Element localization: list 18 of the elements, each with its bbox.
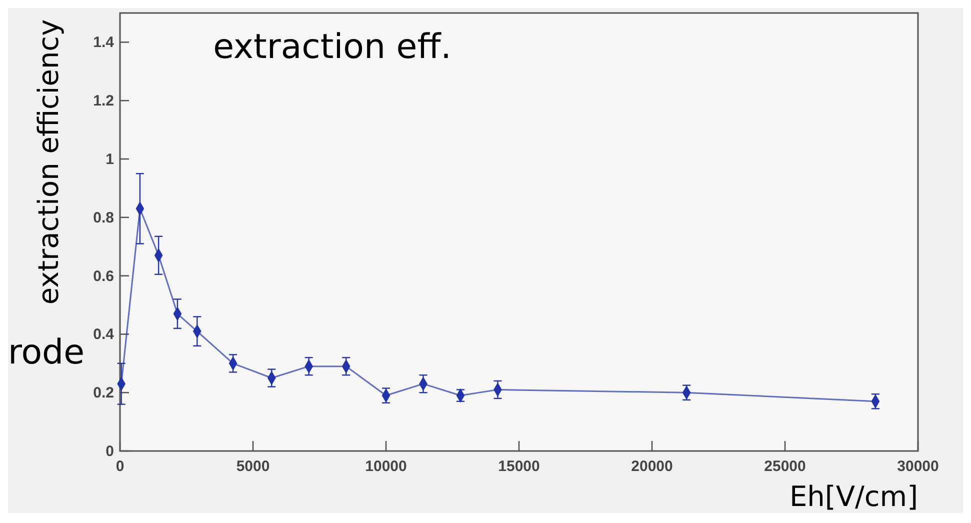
- y-tick-label: 1.2: [93, 92, 114, 110]
- x-tick-label: 5000: [236, 458, 270, 475]
- y-tick-label: 0.8: [93, 209, 114, 226]
- x-axis-title: Eh[V/cm]: [789, 480, 918, 513]
- y-axis-title: extraction efficiency: [32, 19, 65, 305]
- x-tick-label: 25000: [764, 458, 806, 475]
- y-tick-label: 0.6: [93, 268, 114, 285]
- x-tick-label: 10000: [365, 458, 407, 475]
- text: rode: [8, 332, 85, 372]
- y-tick-label: 1.4: [93, 34, 115, 52]
- y-tick-label: 1: [106, 151, 114, 168]
- x-tick-label: 30000: [897, 458, 939, 475]
- y-tick-label: 0.4: [93, 326, 115, 344]
- y-tick-label: 0: [106, 443, 114, 460]
- y-tick-label: 0.2: [93, 384, 114, 402]
- chart-title: extraction eff.: [213, 27, 452, 67]
- x-tick-label: 15000: [498, 458, 540, 475]
- x-tick-label: 20000: [631, 458, 673, 475]
